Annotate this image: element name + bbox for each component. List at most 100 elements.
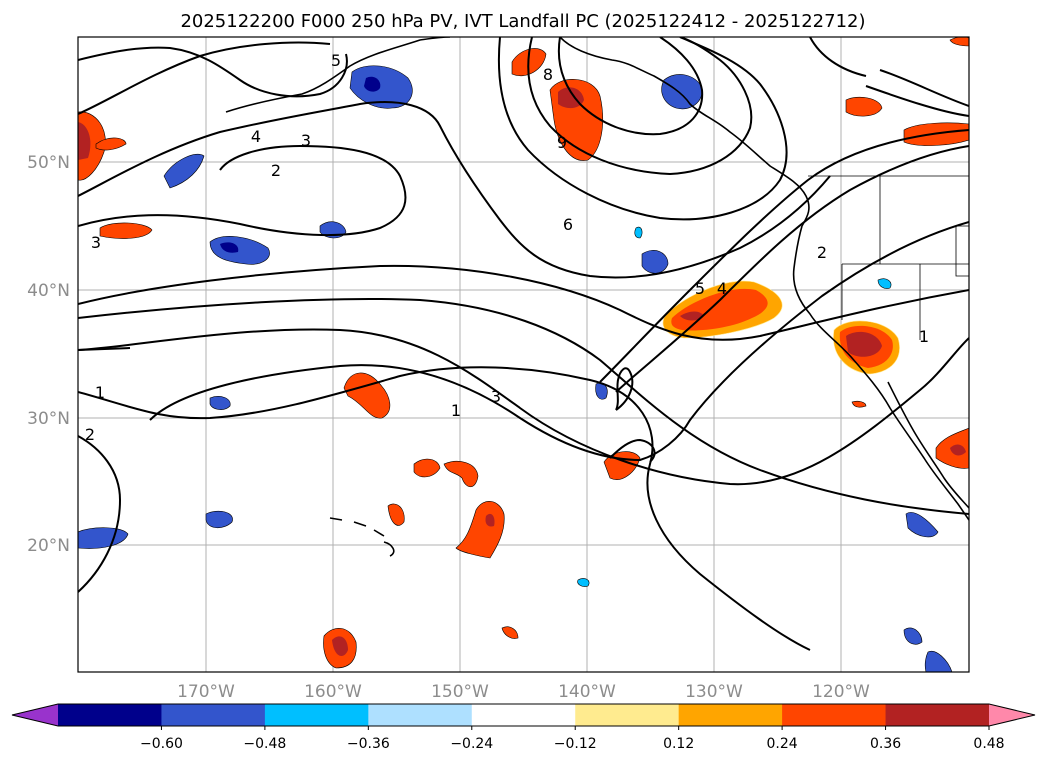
colorbar-tick-label: 0.24 [767,736,798,752]
pv-contour-9 [78,144,407,237]
ivt-negative-shading [78,65,953,672]
pv-contour-labels: 5 8 9 6 4 3 2 3 1 2 1 3 5 4 2 1 [85,51,929,444]
longitude-labels: 170°W 160°W 150°W 140°W 130°W 120°W [177,682,870,702]
borders [808,175,969,340]
contour-label: 9 [557,133,567,152]
blue-patch-123w [877,278,892,289]
colorbar-extend-low [12,704,58,726]
colorbar-outline [11,703,1036,727]
red-patch-160w-core [332,636,348,656]
lat-tick-label: 30°N [27,409,70,429]
red-patch-140w-core [558,87,584,109]
lon-tick-label: 150°W [431,682,489,702]
red-patch-157w [343,372,391,419]
contour-label: 3 [491,387,501,406]
pv-contour-18 [809,37,867,77]
contour-label: 5 [695,279,705,298]
red-patch-california-deep [846,331,882,357]
colorbar-bin [885,704,990,726]
pv-contour-6 [149,221,969,462]
blue-patch-138w-small [634,226,643,239]
graticule [78,37,969,672]
blue-patch-175w [163,154,205,189]
red-patch-west-edge-arm [95,137,127,151]
colorbar-tick-label: −0.60 [140,736,183,752]
contour-label: 8 [543,65,553,84]
blue-patch-gulf-alaska-core [364,76,381,92]
blue-patch-gulf-alaska [349,65,413,109]
colorbar-tick-label: 0.12 [663,736,694,752]
red-patch-147w-core [485,513,495,527]
contour-label: 4 [251,127,261,146]
pv-contour-7 [615,145,969,393]
pv-contour-14 [527,37,753,176]
lon-tick-label: 170°W [177,682,235,702]
contour-label: 4 [717,279,727,298]
colorbar-tick-label: −0.24 [450,736,493,752]
colorbar-bin [782,704,887,726]
blue-patch-113w [924,650,953,672]
pv-contour-17 [865,85,969,117]
coast-pacific-nw [792,225,969,521]
contour-label: 3 [91,233,101,252]
colorbar-tick-label: −0.48 [243,736,286,752]
map-panel: 5 8 9 6 4 3 2 3 1 2 1 3 5 4 2 1 [78,37,969,672]
red-patch-146w-small [501,626,519,639]
lon-tick-label: 120°W [812,682,870,702]
pv-contour-10 [78,101,831,279]
pv-contour-5 [78,435,122,593]
colorbar-tick-label: −0.36 [347,736,390,752]
colorbar-bin [678,704,783,726]
blue-patch-169w [209,396,231,410]
blue-patch-se-alaska [661,74,703,110]
blue-patch-137w [641,250,669,274]
latitude-labels: 50°N 40°N 30°N 20°N [27,153,70,556]
red-patch-127w-deep [680,311,704,321]
red-patch-153w-north [413,458,441,478]
colorbar-bin [58,704,162,726]
colorbar-bin [161,704,266,726]
colorbar-extend-high [989,704,1035,726]
colorbar: −0.60 −0.48 −0.36 −0.24 −0.12 0.12 0.24 0.36 0.4… [11,703,1036,752]
pv-contour-4 [78,347,811,651]
coast-alaska-south [559,37,810,227]
red-patch-118w-small [851,400,867,408]
pv-contour-19 [615,367,634,411]
pv-contour-12 [78,46,348,98]
colorbar-bin [368,704,473,726]
colorbar-bin [575,704,680,726]
contour-label: 1 [95,383,105,402]
contour-label: 6 [563,215,573,234]
pv-contour-20 [609,438,656,463]
colorbar-bin [264,704,369,726]
figure-title: 2025122200 F000 250 hPa PV, IVT Landfall… [180,11,865,32]
blue-patch-143w [577,578,590,587]
lon-tick-label: 130°W [685,682,743,702]
pv-contour-16 [879,69,969,107]
pv-contour-2 [78,297,969,515]
contour-label: 5 [331,51,341,70]
ivt-positive-shading [78,37,969,669]
blue-patch-168w [205,510,233,529]
lat-tick-label: 40°N [27,281,70,301]
red-patch-177w [99,222,153,239]
pv-contour-15 [557,37,704,136]
pv-contours [78,37,969,651]
pv-contour-3 [78,328,969,486]
blue-patch-dateline-core [220,242,239,253]
contour-label: 1 [451,401,461,420]
pv-contour-1 [78,264,969,341]
blue-patch-114w [903,627,923,645]
lon-tick-label: 140°W [558,682,616,702]
lon-tick-label: 160°W [304,682,362,702]
map-frame [77,36,970,673]
red-patch-150w [443,461,479,488]
pv-contour-8 [599,129,969,383]
lat-tick-label: 20°N [27,536,70,556]
contour-label: 1 [919,327,929,346]
contour-label: 3 [301,131,311,150]
coast-alaska-peninsula [225,37,451,113]
coast-hawaii [329,517,395,557]
colorbar-tick-label: −0.12 [554,736,597,752]
